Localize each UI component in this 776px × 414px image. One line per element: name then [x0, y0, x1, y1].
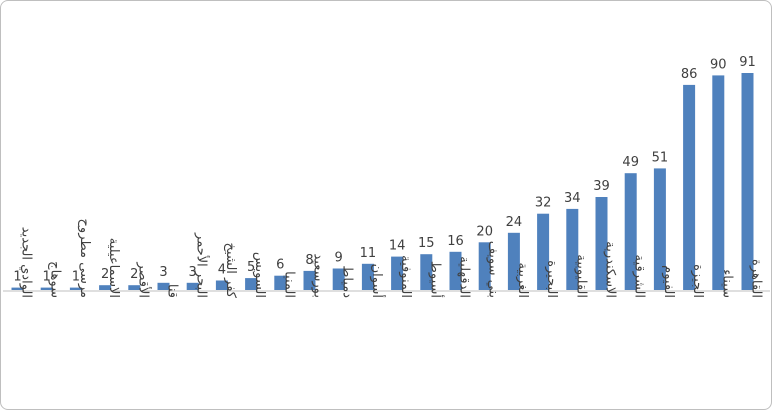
- category-label: البحر الأحمر: [194, 232, 211, 298]
- bar: [537, 213, 550, 290]
- bars-group: [11, 73, 754, 291]
- data-label: 2: [101, 267, 109, 282]
- bar: [478, 242, 491, 290]
- bar: [274, 275, 287, 290]
- category-label: الاسكندرية: [603, 241, 618, 298]
- data-label: 3: [159, 265, 167, 280]
- category-label: البحيرة: [544, 260, 559, 298]
- category-label: دمياط: [340, 265, 355, 298]
- data-label: 9: [335, 251, 343, 266]
- category-label: الفيوم: [661, 265, 676, 298]
- data-label: 49: [622, 155, 639, 170]
- bar: [11, 287, 24, 290]
- category-label: بني سويف: [486, 241, 501, 298]
- bar: [128, 285, 141, 290]
- bar: [40, 287, 53, 290]
- data-label: 1: [72, 270, 80, 285]
- bar: [361, 263, 374, 290]
- data-label: 34: [564, 191, 581, 206]
- bar: [449, 251, 462, 290]
- data-label: 90: [710, 57, 727, 72]
- bar: [332, 268, 345, 290]
- data-label: 1: [13, 270, 21, 285]
- bar: [624, 173, 637, 290]
- category-label: أسوان: [369, 264, 386, 298]
- bar: [653, 168, 666, 290]
- data-label: 15: [418, 236, 435, 251]
- bar: [507, 232, 520, 290]
- category-label: الأقصر: [135, 261, 152, 298]
- category-label: الوادي الجديد: [19, 227, 34, 298]
- category-label: الجيزة: [690, 264, 705, 298]
- category-label: الاسماعيلية: [106, 238, 121, 298]
- data-label: 3: [189, 265, 197, 280]
- category-label: مرسى مطروح: [77, 219, 92, 298]
- category-label: الشرقية: [632, 255, 647, 298]
- data-label: 16: [447, 234, 464, 249]
- category-label: الغربية: [515, 262, 530, 298]
- bar: [420, 254, 433, 290]
- category-label: كفر الشيخ: [223, 242, 238, 298]
- data-label: 5: [247, 260, 255, 275]
- bar: [391, 256, 404, 290]
- data-label: 32: [535, 196, 552, 211]
- category-label: المنوفية: [398, 255, 413, 298]
- data-label: 39: [593, 179, 610, 194]
- category-label: سيناء: [719, 269, 734, 298]
- data-label: 24: [506, 215, 523, 230]
- bar: [683, 84, 696, 291]
- bar: [215, 280, 228, 290]
- data-label: 11: [360, 246, 377, 261]
- category-label: أسيوط: [427, 261, 444, 298]
- data-label: 20: [476, 224, 493, 239]
- category-label: سوهاج: [48, 261, 63, 298]
- category-label: بورسعيد: [311, 253, 326, 298]
- bar: [186, 282, 199, 290]
- data-label: 2: [130, 267, 138, 282]
- bar: [595, 197, 608, 290]
- category-label: المنيا: [281, 271, 296, 298]
- data-label: 6: [276, 258, 284, 273]
- bar: [99, 285, 112, 290]
- bar: [245, 278, 258, 290]
- data-label: 51: [652, 150, 669, 165]
- category-label: السويس: [252, 252, 267, 298]
- category-label: قنا: [165, 284, 180, 298]
- category-labels-group: الوادي الجديد سوهاج مرسى مطروح الاسماعيلية ا…: [19, 219, 764, 299]
- bar: [566, 208, 579, 290]
- bar: [303, 270, 316, 290]
- bar: [741, 73, 754, 290]
- category-label: الدقهلية: [457, 256, 472, 298]
- data-label: 14: [389, 239, 406, 254]
- data-label: 4: [218, 263, 226, 278]
- data-label: 8: [305, 253, 313, 268]
- bar: [157, 282, 170, 290]
- bar: [69, 287, 82, 290]
- data-label: 91: [739, 55, 756, 70]
- data-label: 1: [43, 270, 51, 285]
- category-label: القاهرة: [749, 259, 764, 298]
- bar: [712, 75, 725, 291]
- data-label: 86: [681, 67, 698, 82]
- category-label: القليوبية: [573, 254, 588, 298]
